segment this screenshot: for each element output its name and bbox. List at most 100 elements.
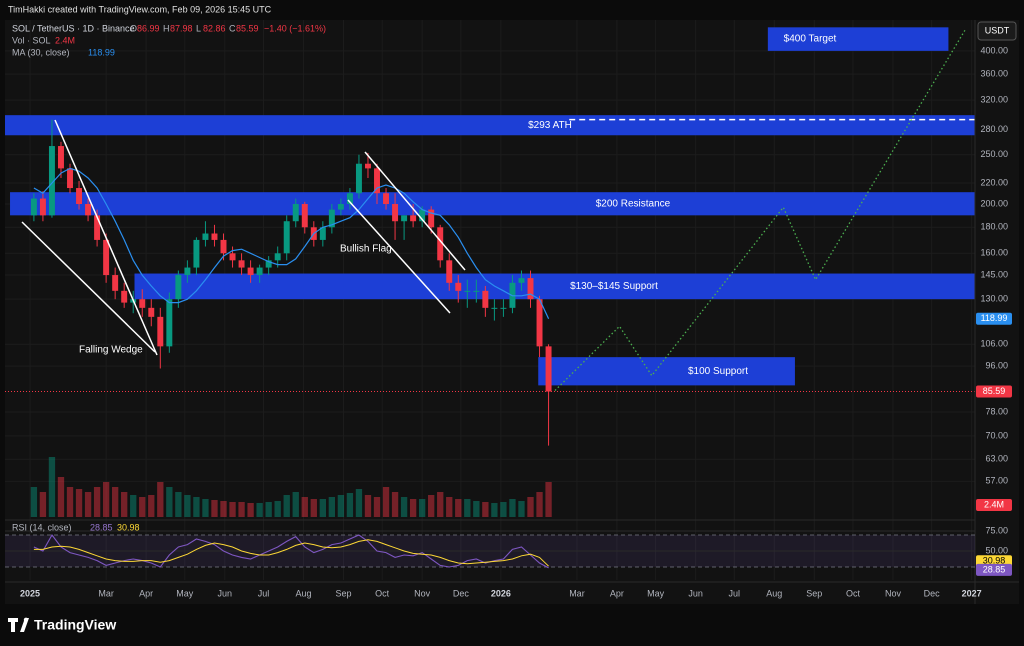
candle-body bbox=[58, 146, 64, 169]
candle-body bbox=[76, 188, 83, 205]
candle-body bbox=[527, 278, 534, 300]
candle-body bbox=[148, 307, 155, 317]
candle-body bbox=[121, 290, 128, 303]
ma-title: MA (30, close) bbox=[12, 47, 70, 57]
volume-bar bbox=[238, 502, 245, 517]
volume-bar bbox=[283, 495, 290, 517]
volume-bar bbox=[57, 477, 65, 517]
volume-bar bbox=[373, 497, 381, 517]
price-tag: 30.98 bbox=[983, 556, 1006, 566]
candle-body bbox=[184, 267, 191, 276]
candle-body bbox=[39, 198, 46, 216]
y-tick-label: 250.00 bbox=[980, 149, 1008, 159]
y-tick-label: 180.00 bbox=[980, 222, 1008, 232]
x-tick-label: Apr bbox=[139, 588, 153, 598]
price-tag-box bbox=[976, 499, 1012, 511]
volume-bar bbox=[509, 499, 516, 517]
y-tick-label: 160.00 bbox=[980, 248, 1008, 258]
candle-body bbox=[166, 299, 173, 347]
x-tick-label: Dec bbox=[453, 588, 470, 598]
candle-body bbox=[428, 209, 435, 228]
candle-body bbox=[202, 233, 209, 240]
candle-body bbox=[355, 163, 362, 194]
x-tick-label: Oct bbox=[375, 588, 390, 598]
volume-bar bbox=[66, 487, 74, 517]
flag-line bbox=[347, 199, 451, 314]
rsi-title: RSI (14, close) bbox=[12, 522, 72, 532]
volume-bar bbox=[102, 482, 110, 517]
price-tag-box bbox=[976, 385, 1012, 398]
volume-bar bbox=[229, 502, 236, 517]
candle-body bbox=[437, 227, 444, 261]
volume-bar bbox=[536, 492, 543, 517]
volume-bar bbox=[428, 495, 435, 517]
ohlc-value: 87.98 bbox=[170, 23, 193, 33]
volume-bar bbox=[148, 495, 155, 517]
candle-body bbox=[319, 227, 326, 240]
volume-bar bbox=[364, 495, 372, 517]
projection bbox=[554, 29, 966, 391]
ohlc-value: 82.86 bbox=[203, 23, 226, 33]
candle-body bbox=[247, 267, 254, 276]
volume-bar bbox=[482, 502, 489, 517]
volume-bar bbox=[184, 495, 191, 517]
candle-body bbox=[157, 316, 164, 347]
volume-bar bbox=[500, 502, 507, 517]
volume-bar bbox=[256, 503, 263, 517]
x-tick-label: Mar bbox=[98, 588, 114, 598]
x-tick-label: Nov bbox=[885, 588, 902, 598]
candle-body bbox=[256, 267, 263, 276]
zones: $400 Target $293 ATH $200 Resistance $130–$… bbox=[5, 27, 976, 386]
x-tick-label: Sep bbox=[335, 588, 351, 598]
y-tick-label: 320.00 bbox=[980, 95, 1008, 105]
ma-value: 118.99 bbox=[88, 47, 115, 57]
volume-bar bbox=[211, 500, 218, 517]
candle-body bbox=[419, 209, 426, 222]
volume-value: 2.4M bbox=[55, 35, 75, 45]
volume-bar bbox=[121, 492, 128, 517]
currency-box bbox=[977, 21, 1017, 41]
volume-bar bbox=[166, 487, 173, 517]
rsi-ma-value: 30.98 bbox=[117, 522, 140, 532]
candle-body bbox=[238, 260, 245, 268]
volume-bar bbox=[30, 487, 38, 517]
volume-bar bbox=[400, 497, 408, 517]
candle-body bbox=[292, 204, 299, 222]
pattern-label: Falling Wedge bbox=[79, 345, 143, 356]
flag-line bbox=[364, 151, 466, 271]
candle-body bbox=[175, 275, 182, 300]
volume-bar bbox=[175, 492, 182, 517]
candle-body bbox=[392, 204, 399, 222]
volume-bar bbox=[545, 482, 552, 517]
rsi-tick-label: 75.00 bbox=[985, 525, 1008, 535]
candle-body bbox=[410, 215, 417, 222]
candle-body bbox=[482, 290, 489, 308]
change: −1.40 (−1.61%) bbox=[264, 23, 326, 33]
y-tick-label: 400.00 bbox=[980, 45, 1008, 55]
volume-bar bbox=[220, 501, 227, 517]
candle-body bbox=[274, 253, 281, 261]
volume-bar bbox=[39, 492, 47, 517]
logo: TradingView bbox=[8, 617, 116, 633]
x-tick-label: Jun bbox=[218, 588, 233, 598]
x-tick-label: Nov bbox=[414, 588, 431, 598]
ohlc-letter: O bbox=[130, 23, 137, 33]
candle-body bbox=[383, 193, 390, 205]
y-tick-label: 360.00 bbox=[980, 69, 1008, 79]
candle-body bbox=[337, 204, 344, 210]
candle-body bbox=[401, 215, 408, 222]
candle-body bbox=[103, 239, 110, 276]
volume-bar bbox=[247, 503, 254, 517]
x-tick-label: Jul bbox=[729, 588, 741, 598]
candle-body bbox=[112, 275, 119, 291]
candle-body bbox=[265, 260, 272, 268]
rsi-pane bbox=[5, 530, 975, 569]
ohlc-value: 85.59 bbox=[236, 23, 259, 33]
rsi-ma-line bbox=[33, 539, 549, 567]
zone-label: $400 Target bbox=[784, 34, 837, 45]
ohlc-value: 86.99 bbox=[137, 23, 160, 33]
candle-body bbox=[473, 290, 480, 292]
volume-bar bbox=[437, 492, 444, 517]
candle-body bbox=[364, 163, 371, 169]
